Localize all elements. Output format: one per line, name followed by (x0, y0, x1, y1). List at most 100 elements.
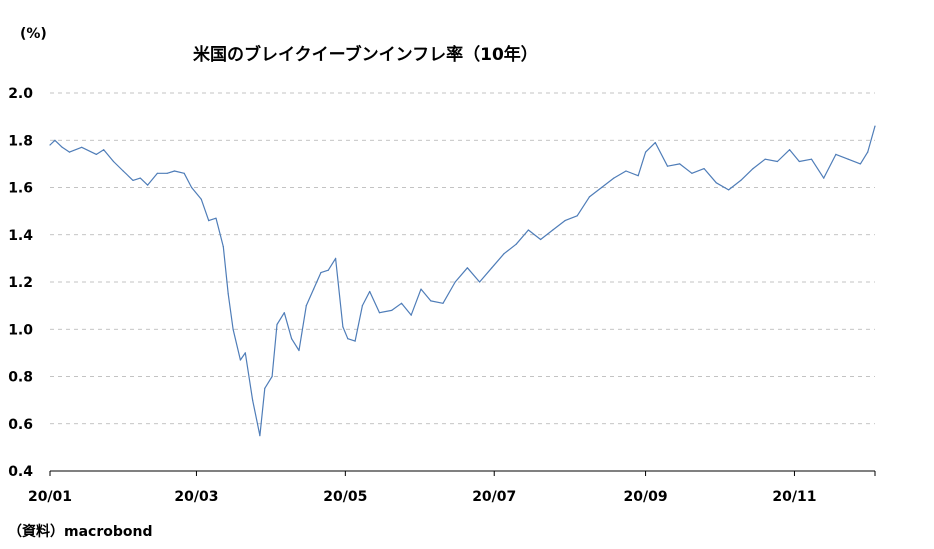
series-line (49, 125, 876, 437)
data-point (347, 338, 349, 340)
data-point (776, 160, 779, 163)
data-point (239, 359, 241, 361)
data-point (789, 149, 791, 151)
data-point (645, 151, 647, 153)
data-point (283, 312, 285, 314)
data-point (147, 184, 149, 186)
data-point (654, 142, 656, 144)
data-point (715, 182, 717, 184)
data-point (227, 293, 229, 295)
data-point (81, 146, 83, 148)
data-point (132, 179, 134, 181)
data-point (466, 267, 468, 269)
y-tick-label: 1.8 (8, 133, 33, 149)
data-point (491, 267, 493, 269)
data-point (271, 375, 273, 378)
data-point (564, 220, 566, 222)
data-point (874, 125, 876, 127)
data-point (835, 153, 837, 155)
data-point (313, 288, 315, 290)
data-point (232, 328, 234, 330)
data-point (112, 160, 115, 163)
data-point (637, 175, 639, 177)
data-point (298, 349, 300, 352)
data-point (259, 435, 261, 437)
data-point (752, 168, 754, 170)
data-point (859, 163, 862, 165)
data-point (613, 177, 615, 179)
data-point (305, 305, 307, 307)
data-point (430, 300, 432, 302)
data-point (68, 151, 71, 153)
data-point (576, 215, 578, 217)
data-point (867, 151, 869, 153)
data-point (391, 309, 393, 311)
data-point (320, 272, 322, 274)
data-point (442, 302, 444, 304)
y-tick-label: 1.0 (8, 322, 33, 338)
data-point (810, 158, 813, 160)
data-point (764, 158, 766, 160)
data-point (552, 229, 554, 231)
data-point (540, 238, 542, 241)
data-point (342, 326, 344, 328)
data-point (252, 399, 254, 401)
series-group (49, 125, 876, 437)
data-point (666, 165, 669, 167)
x-tick-label: 20/03 (174, 489, 218, 505)
data-point (215, 217, 217, 219)
x-axis-ticks: 20/01 20/03 20/05 20/07 20/09 20/11 (28, 471, 876, 505)
data-point (361, 305, 363, 307)
data-point (166, 172, 168, 174)
data-point (335, 257, 337, 259)
data-point (601, 186, 603, 189)
data-point (49, 144, 51, 146)
data-point (679, 163, 681, 165)
data-point (276, 323, 278, 326)
y-tick-label: 1.2 (8, 275, 33, 291)
data-point (503, 253, 505, 255)
unit-label: (%) (20, 26, 47, 42)
x-tick-label: 20/05 (323, 489, 367, 505)
y-tick-label: 0.8 (8, 370, 33, 386)
data-point (122, 170, 124, 172)
y-tick-label: 0.4 (8, 464, 33, 480)
data-point (527, 229, 530, 231)
x-tick-label: 20/07 (472, 489, 516, 505)
data-point (291, 338, 293, 340)
data-point (728, 189, 730, 191)
data-point (222, 246, 224, 248)
data-point (454, 281, 456, 283)
data-point (183, 172, 185, 174)
data-point (410, 314, 412, 316)
data-point (740, 179, 742, 181)
y-tick-label: 0.6 (8, 417, 33, 433)
data-point (588, 196, 591, 198)
data-point (103, 149, 105, 151)
x-tick-label: 20/11 (772, 489, 816, 505)
data-point (354, 340, 356, 342)
gridlines (50, 92, 875, 425)
data-point (200, 198, 202, 200)
x-tick-label: 20/01 (28, 489, 72, 505)
data-point (400, 302, 403, 304)
data-point (378, 312, 381, 314)
data-point (191, 186, 193, 189)
data-point (847, 158, 849, 160)
data-point (798, 160, 800, 163)
y-tick-label: 1.6 (8, 181, 33, 197)
data-point (264, 387, 266, 389)
data-point (156, 172, 158, 174)
chart-title: 米国のブレイクイーブンインフレ率（10年） (193, 44, 538, 65)
x-tick-label: 20/09 (624, 489, 668, 505)
data-point (173, 170, 176, 172)
data-point (208, 220, 210, 222)
y-tick-label: 1.4 (8, 228, 33, 244)
data-point (139, 177, 141, 179)
data-point (244, 352, 246, 354)
data-point (95, 153, 97, 155)
data-point (61, 146, 63, 148)
data-point (625, 170, 627, 172)
data-point (823, 177, 825, 179)
